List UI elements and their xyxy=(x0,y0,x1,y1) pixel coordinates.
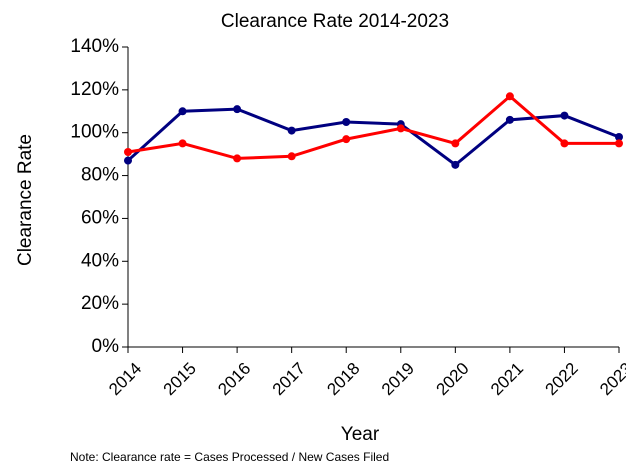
data-point xyxy=(287,152,296,161)
y-tick-label: 60% xyxy=(81,207,119,228)
data-point xyxy=(233,154,242,163)
y-tick-label: 20% xyxy=(81,293,119,314)
data-point xyxy=(560,139,569,148)
x-tick-label: 2020 xyxy=(432,359,472,399)
data-point xyxy=(178,107,187,116)
x-tick-label: 2021 xyxy=(487,359,527,399)
x-tick-label: 2023 xyxy=(596,359,626,399)
x-axis-label: Year xyxy=(341,424,380,445)
x-tick-label: 2018 xyxy=(323,359,363,399)
data-point xyxy=(615,139,623,148)
series-line xyxy=(127,94,619,160)
y-tick-label: 40% xyxy=(81,250,119,271)
x-tick-label: 2019 xyxy=(378,359,418,399)
data-point xyxy=(124,156,132,165)
data-point xyxy=(505,92,514,101)
y-axis-label: Clearance Rate xyxy=(15,134,36,266)
x-tick-label: 2015 xyxy=(160,359,200,399)
chart-title: Clearance Rate 2014-2023 xyxy=(221,11,449,32)
data-point xyxy=(451,139,460,148)
data-point xyxy=(342,135,351,144)
y-tick-label: 140% xyxy=(70,36,119,57)
x-tick-label: 2016 xyxy=(214,359,254,399)
x-tick-label: 2017 xyxy=(269,359,309,399)
data-point xyxy=(233,105,242,114)
data-point xyxy=(505,115,514,124)
data-point xyxy=(451,160,460,169)
x-tick-label: 2022 xyxy=(542,359,582,399)
y-tick-label: 120% xyxy=(70,79,119,100)
data-point xyxy=(396,124,405,133)
y-tick-label: 100% xyxy=(70,122,119,143)
data-point xyxy=(342,118,351,126)
note: Note: Clearance rate = Cases Processed /… xyxy=(70,450,389,464)
data-point xyxy=(124,148,132,156)
data-point xyxy=(287,126,296,135)
data-point xyxy=(178,139,187,148)
y-tick-label: 80% xyxy=(81,165,119,186)
x-tick-label: 2014 xyxy=(105,359,145,399)
data-point xyxy=(615,133,623,141)
series-line xyxy=(126,107,620,167)
y-tick-label: 0% xyxy=(92,336,120,357)
data-point xyxy=(560,111,569,120)
